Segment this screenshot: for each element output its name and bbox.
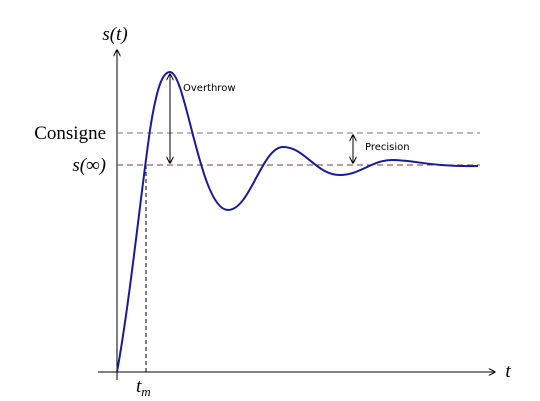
response-curve [116, 70, 479, 373]
y-axis-label: s(t) [102, 24, 127, 45]
precision-label: Precision [365, 142, 410, 153]
x-axis-label: t [505, 361, 511, 382]
final-label: s(∞) [72, 155, 106, 176]
time-marker-label: tm [136, 376, 151, 399]
overshoot-label: Overthrow [183, 83, 236, 94]
setpoint-label: Consigne [34, 123, 106, 144]
time-marker-subscript: m [141, 384, 150, 399]
time-marker-base: t [136, 376, 142, 397]
